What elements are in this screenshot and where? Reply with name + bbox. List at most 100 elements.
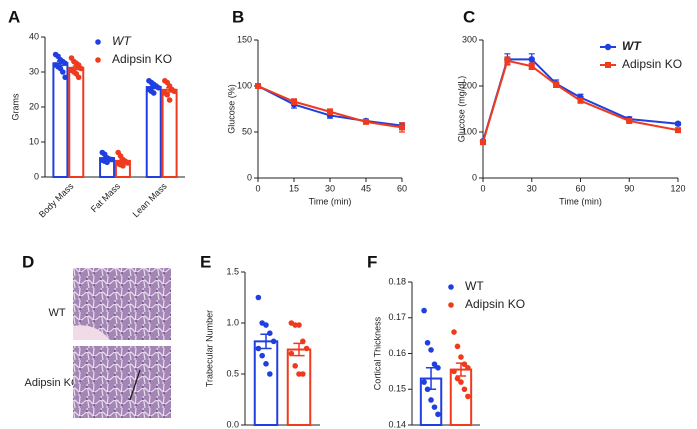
data-point	[300, 371, 306, 377]
histology-detail	[129, 369, 141, 401]
y-tick-label: 50	[242, 126, 252, 136]
data-point	[421, 307, 427, 314]
y-tick-label: 0.5	[226, 368, 239, 378]
y-tick-label: 0.16	[388, 348, 406, 358]
data-point	[59, 69, 66, 75]
legend-marker	[95, 57, 101, 63]
y-tick-label: 0.18	[388, 276, 406, 286]
data-point	[109, 156, 115, 163]
data-point	[451, 368, 457, 375]
bar	[253, 340, 279, 426]
x-tick-label: Fat Mass	[89, 181, 123, 215]
y-tick-label: 0	[34, 171, 39, 181]
marker	[626, 117, 633, 124]
marker	[577, 97, 584, 104]
y-tick-label: 0.14	[388, 419, 406, 429]
data-point	[454, 375, 461, 382]
marker	[675, 127, 681, 134]
line	[257, 85, 403, 127]
y-axis-label: Cortical Thickness	[372, 316, 382, 390]
data-point	[164, 91, 171, 98]
marker	[553, 81, 560, 88]
row-label: Adipsin KO	[24, 377, 79, 389]
data-point	[296, 371, 302, 377]
data-point	[166, 97, 173, 103]
legend-label: WT	[622, 39, 642, 53]
data-point	[421, 379, 427, 385]
legend-marker	[95, 39, 101, 45]
y-axis-label: Glucose (mg/dL)	[456, 76, 466, 143]
legend-label: Adipsin KO	[622, 57, 682, 71]
y-tick-label: 0.15	[388, 384, 406, 394]
marker	[327, 108, 333, 115]
data-point	[263, 361, 269, 367]
y-tick-label: 20	[29, 101, 39, 111]
histology-detail	[73, 325, 110, 340]
data-point	[431, 404, 438, 410]
error-bar	[150, 84, 158, 90]
data-point	[75, 74, 82, 81]
x-tick-label: 0	[255, 183, 260, 193]
y-axis-label: Trabecular Number	[204, 310, 214, 387]
error-bar	[72, 65, 80, 71]
x-tick-label: 45	[361, 183, 371, 193]
panel-letter: C	[463, 7, 475, 26]
x-tick-label: 30	[527, 183, 537, 193]
data-point	[431, 361, 438, 368]
panel-letter: E	[200, 252, 211, 271]
y-tick-label: 300	[462, 34, 477, 44]
data-point	[104, 159, 110, 166]
marker	[504, 57, 511, 64]
x-tick-label: 60	[397, 183, 407, 193]
legend-label: Adipsin KO	[465, 297, 525, 311]
error-bar	[56, 60, 64, 67]
data-point	[259, 352, 265, 359]
data-point	[428, 347, 434, 353]
data-point	[62, 74, 68, 81]
error-bar	[119, 158, 127, 164]
bar	[286, 348, 312, 426]
row-label: WT	[48, 307, 65, 319]
line	[257, 85, 403, 129]
panel-letter: F	[367, 252, 377, 271]
y-tick-label: 100	[462, 126, 477, 136]
data-point	[270, 338, 277, 345]
x-tick-label: Lean Mass	[131, 181, 170, 220]
marker	[363, 118, 369, 125]
data-point	[120, 163, 126, 169]
marker	[399, 124, 405, 131]
panel-letter: D	[22, 252, 34, 271]
data-point	[428, 397, 434, 403]
data-point	[465, 365, 471, 371]
data-point	[267, 330, 273, 337]
y-tick-label: 1.5	[226, 266, 239, 276]
data-point	[267, 371, 273, 377]
bar	[161, 88, 178, 178]
x-tick-label: Body Mass	[37, 181, 76, 220]
data-point	[454, 343, 461, 350]
data-point	[150, 90, 157, 96]
x-tick-label: 30	[325, 183, 335, 193]
x-tick-label: 90	[624, 183, 634, 193]
data-point	[255, 345, 262, 352]
panel-letter: A	[8, 7, 20, 26]
data-point	[424, 339, 431, 346]
x-tick-label: 120	[670, 183, 685, 193]
marker	[528, 56, 535, 63]
y-tick-label: 30	[29, 66, 39, 76]
legend-marker	[448, 302, 454, 308]
data-point	[465, 393, 471, 400]
bar	[145, 86, 162, 178]
y-tick-label: 150	[237, 34, 252, 44]
marker	[291, 98, 297, 105]
error-bar	[455, 362, 467, 377]
data-point	[292, 363, 298, 369]
error-bar	[293, 342, 305, 357]
marker	[480, 139, 486, 146]
data-point	[288, 350, 295, 357]
y-tick-label: 1.0	[226, 317, 239, 327]
error-bar	[103, 156, 111, 160]
legend-label: WT	[465, 279, 484, 293]
data-point	[458, 379, 464, 385]
y-tick-label: 40	[29, 31, 39, 41]
